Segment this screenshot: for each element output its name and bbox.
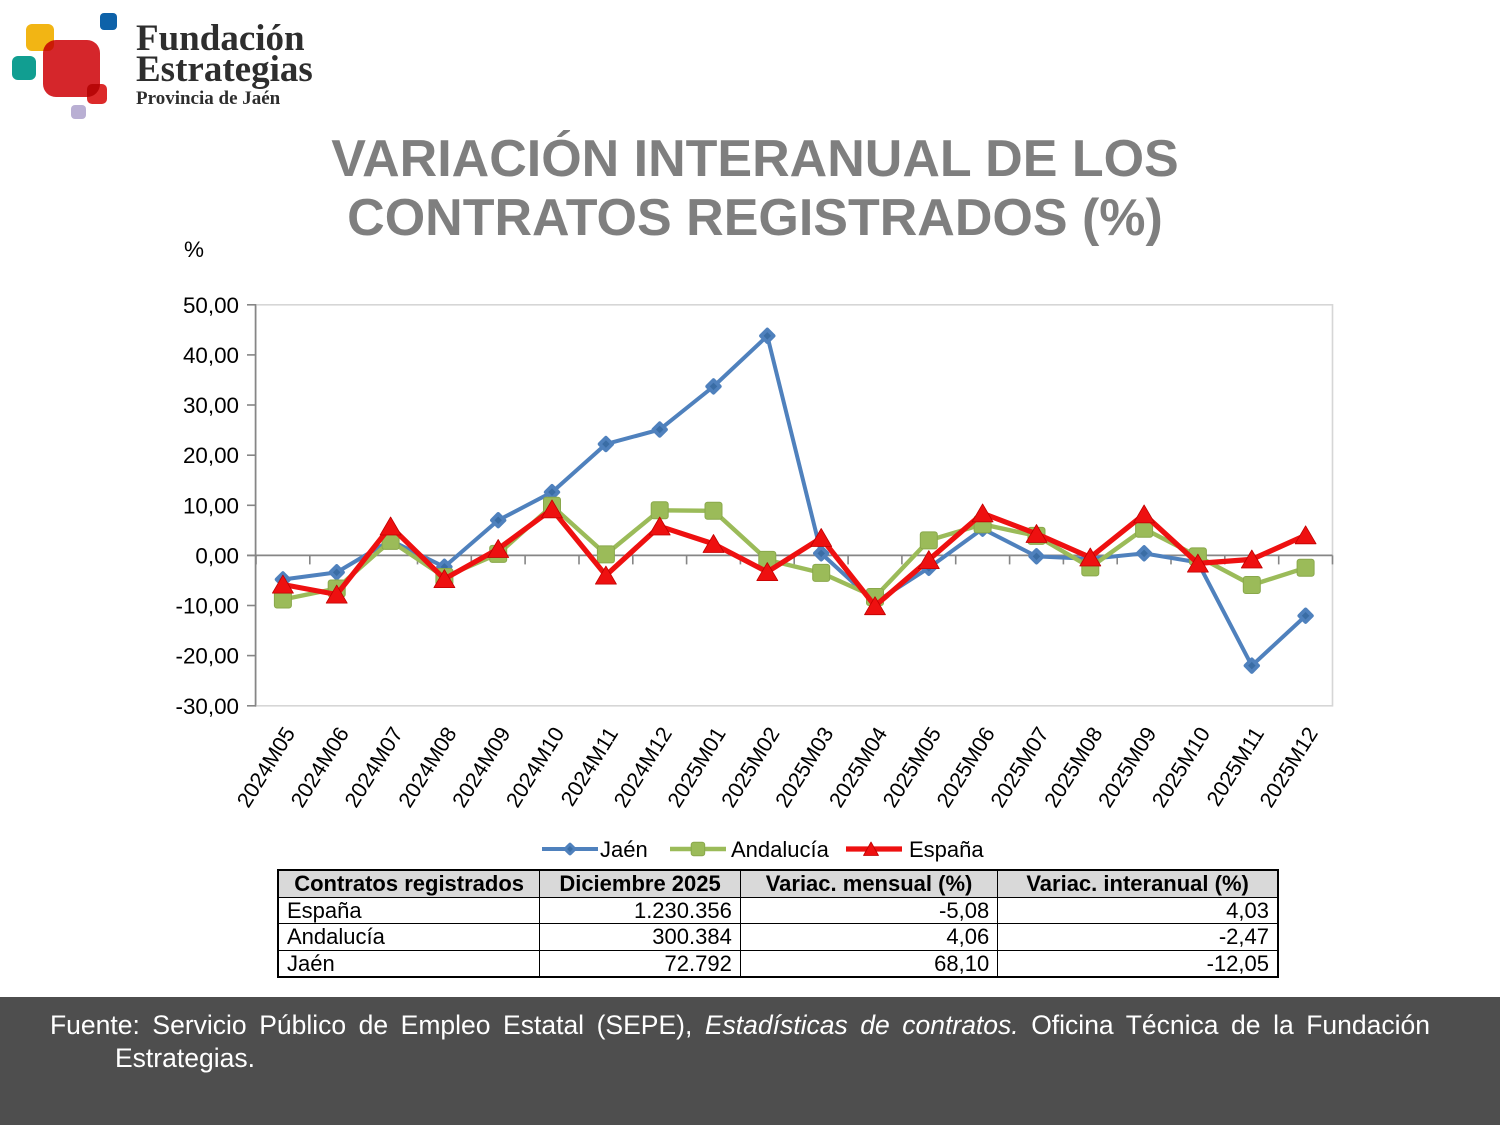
svg-text:40,00: 40,00 (183, 343, 239, 368)
svg-text:30,00: 30,00 (183, 393, 239, 418)
svg-text:España: España (909, 837, 984, 862)
svg-text:50,00: 50,00 (183, 293, 239, 318)
svg-text:10,00: 10,00 (183, 493, 239, 518)
svg-text:-10,00: -10,00 (176, 594, 240, 619)
svg-text:Andalucía: Andalucía (731, 837, 830, 862)
svg-text:-20,00: -20,00 (176, 644, 240, 669)
svg-text:%: % (184, 237, 204, 262)
svg-text:20,00: 20,00 (183, 443, 239, 468)
svg-text:-30,00: -30,00 (176, 694, 240, 719)
svg-text:Jaén: Jaén (600, 837, 648, 862)
svg-text:0,00: 0,00 (195, 543, 239, 568)
